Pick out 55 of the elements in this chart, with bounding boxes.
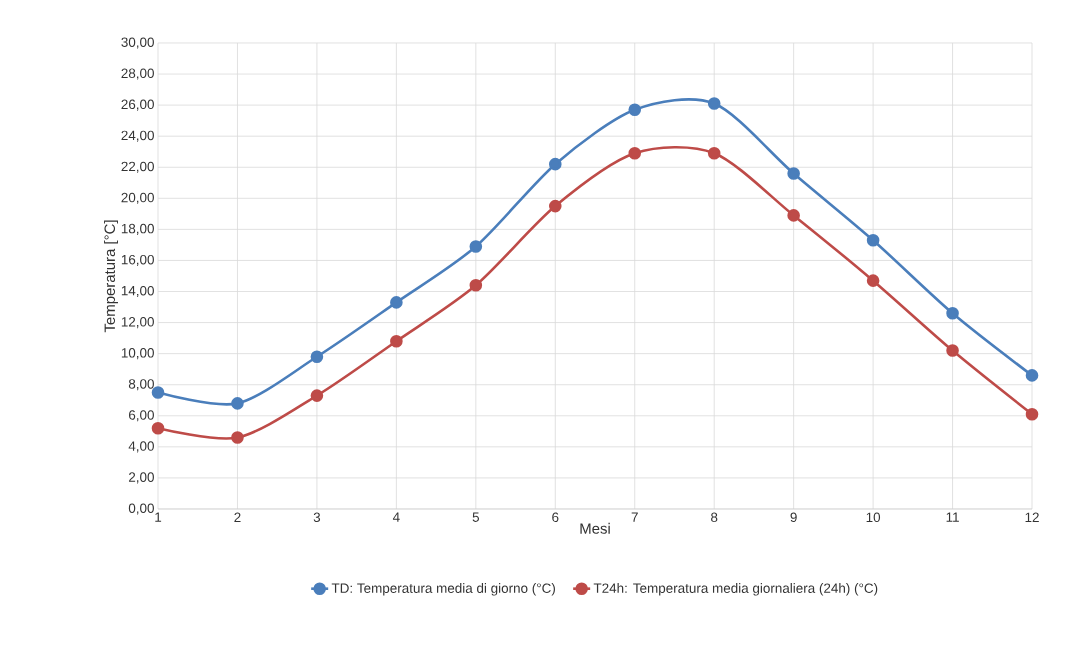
point — [548, 199, 562, 213]
x-tick-label: 9 — [790, 512, 797, 523]
point — [151, 421, 165, 435]
point — [946, 344, 959, 357]
x-tick-label: 8 — [711, 512, 718, 523]
y-tick-label: 12,00 — [121, 317, 154, 329]
y-tick-label: 4,00 — [128, 441, 154, 453]
point — [390, 334, 403, 348]
point — [231, 397, 244, 410]
point — [469, 279, 483, 292]
point — [866, 233, 880, 247]
y-tick-label: 24,00 — [121, 130, 154, 142]
y-tick-label: 20,00 — [121, 192, 154, 204]
point — [787, 209, 800, 222]
point — [1025, 407, 1039, 421]
point — [628, 146, 642, 160]
y-tick-label: 26,00 — [121, 99, 154, 111]
point — [310, 389, 324, 402]
x-tick-label: 6 — [552, 512, 559, 523]
legend-label: TD: Temperatura media di giorno (°C) — [331, 583, 555, 596]
y-tick-label: 28,00 — [121, 68, 154, 80]
point — [310, 350, 324, 364]
y-tick-label: 0,00 — [128, 503, 154, 515]
y-tick-label: 22,00 — [121, 161, 154, 173]
point — [390, 296, 403, 309]
point — [787, 167, 800, 180]
point — [946, 306, 959, 320]
x-tick-label: 11 — [946, 512, 959, 522]
y-tick-label: 2,00 — [128, 472, 154, 484]
x-tick-label: 12 — [1025, 512, 1039, 522]
point — [707, 97, 721, 110]
x-tick-label: 3 — [313, 512, 321, 523]
y-axis-title: Temperatura [°C] — [104, 220, 118, 333]
legend-label: T24h: Temperatura media giornaliera (24h) (°C) — [593, 583, 878, 596]
point — [469, 240, 483, 253]
y-tick-label: 6,00 — [129, 410, 154, 422]
point — [1025, 369, 1039, 382]
x-tick-label: 10 — [866, 512, 881, 523]
point — [866, 274, 880, 287]
point — [707, 146, 721, 160]
x-tick-label: 7 — [631, 512, 638, 522]
x-tick-label: 1 — [155, 512, 162, 522]
x-tick-label: 2 — [234, 512, 241, 522]
x-tick-label: 4 — [392, 512, 400, 522]
y-tick-label: 30,00 — [121, 37, 154, 49]
y-tick-label: 18,00 — [121, 223, 154, 235]
point — [231, 431, 244, 444]
point — [548, 157, 562, 171]
x-axis-title: Mesi — [580, 522, 610, 534]
y-tick-label: 10,00 — [121, 348, 154, 360]
y-tick-label: 8,00 — [128, 379, 154, 391]
x-tick-label: 5 — [472, 512, 480, 522]
point — [628, 103, 642, 117]
y-tick-label: 16,00 — [121, 254, 154, 267]
y-tick-label: 14,00 — [121, 285, 154, 298]
